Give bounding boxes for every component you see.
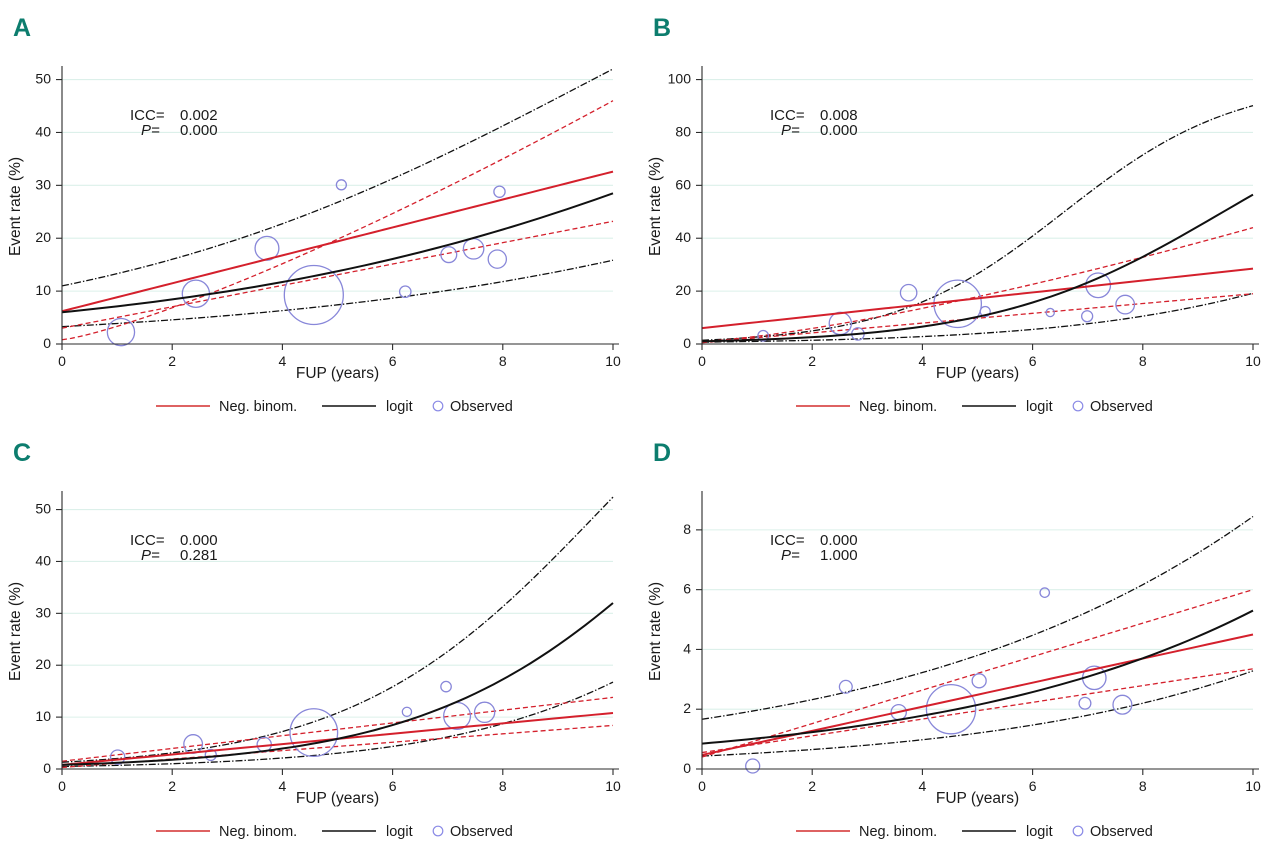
- svg-text:30: 30: [35, 176, 51, 192]
- svg-text:logit: logit: [1026, 399, 1053, 415]
- svg-text:FUP (years): FUP (years): [936, 790, 1019, 807]
- svg-text:Neg. binom.: Neg. binom.: [859, 824, 937, 840]
- svg-text:0: 0: [58, 353, 66, 369]
- svg-text:Observed: Observed: [450, 824, 513, 840]
- svg-text:2: 2: [168, 353, 176, 369]
- svg-text:10: 10: [35, 282, 51, 298]
- svg-text:20: 20: [35, 229, 51, 245]
- svg-text:0: 0: [43, 335, 51, 351]
- svg-text:2: 2: [683, 700, 691, 716]
- svg-text:10: 10: [605, 778, 621, 794]
- svg-text:Neg. binom.: Neg. binom.: [859, 399, 937, 415]
- svg-text:0: 0: [698, 353, 706, 369]
- svg-text:2: 2: [808, 353, 816, 369]
- svg-text:60: 60: [675, 176, 691, 192]
- svg-text:0.000: 0.000: [180, 122, 218, 139]
- svg-text:100: 100: [668, 71, 692, 87]
- svg-text:0.000: 0.000: [820, 122, 858, 139]
- svg-text:Event rate (%): Event rate (%): [7, 582, 24, 681]
- svg-text:Neg. binom.: Neg. binom.: [219, 824, 297, 840]
- svg-text:Observed: Observed: [1090, 399, 1153, 415]
- svg-text:2: 2: [808, 778, 816, 794]
- svg-text:1.000: 1.000: [820, 547, 858, 564]
- svg-text:30: 30: [35, 604, 51, 620]
- svg-text:FUP (years): FUP (years): [296, 790, 379, 807]
- svg-text:4: 4: [279, 778, 287, 794]
- svg-text:4: 4: [919, 778, 927, 794]
- svg-text:FUP (years): FUP (years): [936, 365, 1019, 382]
- svg-text:10: 10: [1245, 778, 1261, 794]
- svg-text:0: 0: [683, 335, 691, 351]
- svg-text:Event rate (%): Event rate (%): [647, 582, 664, 681]
- svg-text:6: 6: [389, 778, 397, 794]
- svg-text:logit: logit: [386, 399, 413, 415]
- svg-text:4: 4: [683, 640, 691, 656]
- svg-text:Event rate (%): Event rate (%): [7, 157, 24, 256]
- svg-text:40: 40: [35, 552, 51, 568]
- svg-text:10: 10: [1245, 353, 1261, 369]
- svg-text:D: D: [653, 439, 671, 467]
- svg-text:P=: P=: [141, 122, 160, 139]
- svg-text:6: 6: [683, 581, 691, 597]
- svg-text:A: A: [13, 14, 31, 42]
- svg-text:8: 8: [499, 778, 507, 794]
- svg-text:0: 0: [683, 760, 691, 776]
- svg-text:6: 6: [389, 353, 397, 369]
- svg-text:10: 10: [35, 708, 51, 724]
- svg-text:logit: logit: [1026, 824, 1053, 840]
- svg-text:40: 40: [675, 229, 691, 245]
- svg-text:Observed: Observed: [450, 399, 513, 415]
- svg-text:8: 8: [499, 353, 507, 369]
- svg-text:10: 10: [605, 353, 621, 369]
- svg-text:0: 0: [698, 778, 706, 794]
- svg-text:4: 4: [279, 353, 287, 369]
- svg-text:0: 0: [43, 760, 51, 776]
- svg-text:0.281: 0.281: [180, 547, 218, 564]
- svg-text:B: B: [653, 14, 671, 42]
- svg-text:20: 20: [675, 282, 691, 298]
- svg-text:0: 0: [58, 778, 66, 794]
- svg-text:6: 6: [1029, 353, 1037, 369]
- svg-text:P=: P=: [141, 547, 160, 564]
- svg-text:40: 40: [35, 123, 51, 139]
- svg-text:Neg. binom.: Neg. binom.: [219, 399, 297, 415]
- svg-text:FUP (years): FUP (years): [296, 365, 379, 382]
- svg-text:8: 8: [683, 521, 691, 537]
- svg-text:50: 50: [35, 501, 51, 517]
- svg-text:8: 8: [1139, 778, 1147, 794]
- svg-text:50: 50: [35, 71, 51, 87]
- svg-text:P=: P=: [781, 547, 800, 564]
- svg-text:Event rate (%): Event rate (%): [647, 157, 664, 256]
- svg-text:20: 20: [35, 656, 51, 672]
- svg-text:6: 6: [1029, 778, 1037, 794]
- svg-text:8: 8: [1139, 353, 1147, 369]
- svg-text:P=: P=: [781, 122, 800, 139]
- svg-text:80: 80: [675, 123, 691, 139]
- svg-text:4: 4: [919, 353, 927, 369]
- svg-text:Observed: Observed: [1090, 824, 1153, 840]
- svg-text:logit: logit: [386, 824, 413, 840]
- svg-text:2: 2: [168, 778, 176, 794]
- svg-text:C: C: [13, 439, 31, 467]
